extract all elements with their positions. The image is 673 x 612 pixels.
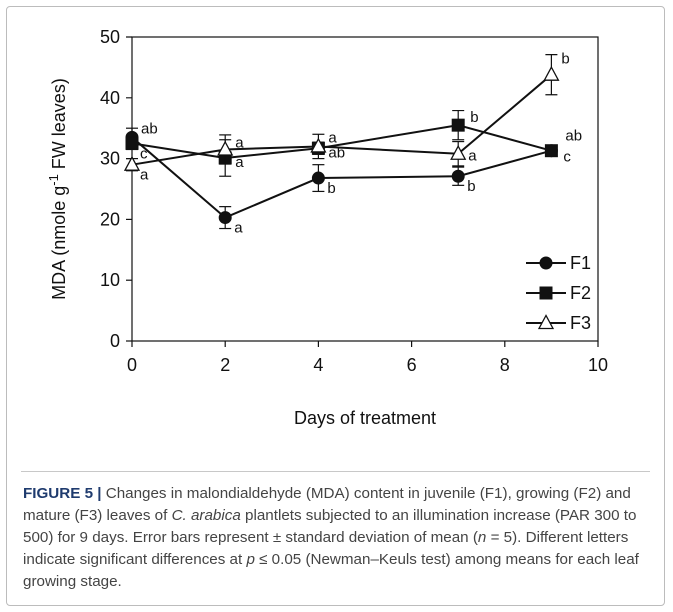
significance-letter: a xyxy=(235,154,244,171)
legend: F1 F2 F3 xyxy=(526,253,591,333)
data-point-f3 xyxy=(310,137,327,153)
significance-letter: ab xyxy=(565,128,582,145)
figure-caption: FIGURE 5 | Changes in malondialdehyde (M… xyxy=(23,483,649,593)
series-f3 xyxy=(123,54,560,172)
y-axis-title: MDA (nmole g-1 FW leaves) xyxy=(46,78,69,300)
caption-divider xyxy=(21,471,650,472)
series-layer xyxy=(123,54,560,230)
x-axis-title: Days of treatment xyxy=(294,408,436,428)
significance-letter: ab xyxy=(328,144,345,161)
data-point-f3 xyxy=(217,140,234,156)
legend-marker xyxy=(537,314,555,330)
significance-letter: c xyxy=(563,149,571,166)
caption-text-part1: Changes in malondialdehyde (MDA) content… xyxy=(23,485,631,524)
significance-letter: a xyxy=(140,167,149,184)
legend-marker xyxy=(539,286,553,300)
x-tick-label: 8 xyxy=(500,355,510,375)
caption-text-part3: = 5). Different letters indicate signifi… xyxy=(23,529,629,568)
y-tick-label: 30 xyxy=(100,149,120,169)
data-point-f3 xyxy=(543,65,560,81)
x-tick-label: 2 xyxy=(220,355,230,375)
y-tick-label: 10 xyxy=(100,270,120,290)
y-tick-label: 0 xyxy=(110,331,120,351)
figure-panel: 0 10 20 30 40 50 0 2 4 6 8 10 ab a b b c c a ab b ab a a a a b F1… xyxy=(6,6,665,606)
legend-item-f1: F1 xyxy=(526,253,591,273)
data-point-f3 xyxy=(123,155,141,171)
significance-letter: a xyxy=(328,129,337,146)
significance-letter: a xyxy=(468,148,477,165)
legend-label: F1 xyxy=(570,253,591,273)
data-point-f2 xyxy=(451,118,465,132)
data-point-f2 xyxy=(125,136,139,150)
legend-marker xyxy=(539,256,553,270)
plot-frame xyxy=(131,36,599,342)
significance-letter: a xyxy=(235,134,244,151)
y-axis-title-main: MDA (nmole g xyxy=(49,186,69,300)
y-axis-title-superscript: -1 xyxy=(46,174,61,186)
x-tick-label: 6 xyxy=(407,355,417,375)
data-point-f1 xyxy=(451,169,465,183)
legend-label: F3 xyxy=(570,313,591,333)
significance-letter: b xyxy=(470,109,478,126)
significance-letter: b xyxy=(561,51,569,68)
x-tick-label: 0 xyxy=(127,355,137,375)
y-tick-label: 20 xyxy=(100,209,120,229)
legend-label: F2 xyxy=(570,283,591,303)
caption-n-variable: n xyxy=(477,529,487,546)
data-point-f2 xyxy=(544,144,558,158)
data-point-f3 xyxy=(450,144,467,160)
caption-p-variable: p xyxy=(246,551,255,568)
axes: 0 10 20 30 40 50 0 2 4 6 8 10 xyxy=(100,27,608,375)
data-point-f1 xyxy=(218,211,232,225)
significance-letter: c xyxy=(140,145,148,162)
caption-figure-label: FIGURE 5 | xyxy=(23,485,102,502)
y-tick-label: 50 xyxy=(100,27,120,47)
caption-text-part2: plantlets subjected to an illumination i… xyxy=(23,507,637,546)
significance-letter: b xyxy=(327,180,335,197)
series-f1 xyxy=(125,127,558,230)
x-tick-label: 10 xyxy=(588,355,608,375)
y-axis-title-unit: FW leaves) xyxy=(49,78,69,174)
significance-letter: b xyxy=(467,178,475,195)
y-tick-label: 40 xyxy=(100,88,120,108)
significance-letter: ab xyxy=(141,120,158,137)
caption-text-part4: ≤ 0.05 (Newman–Keuls test) among means f… xyxy=(23,551,639,590)
legend-item-f3: F3 xyxy=(526,313,591,333)
data-point-f1 xyxy=(311,171,325,185)
legend-item-f2: F2 xyxy=(526,283,591,303)
caption-species-name: C. arabica xyxy=(171,507,241,524)
significance-letter: a xyxy=(234,220,243,237)
x-tick-label: 4 xyxy=(313,355,323,375)
